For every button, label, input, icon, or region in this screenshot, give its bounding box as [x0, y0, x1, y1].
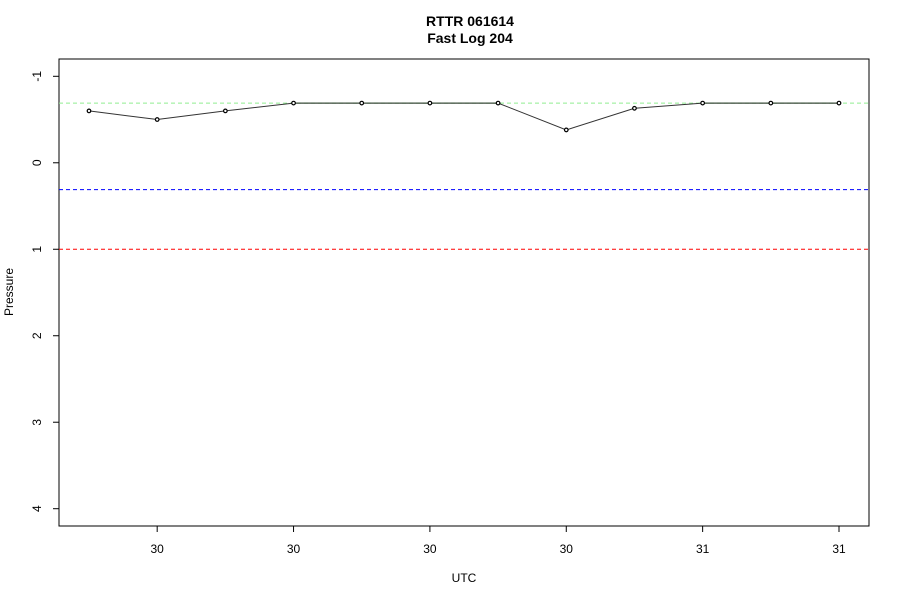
y-axis-label: Pressure — [2, 268, 16, 316]
data-point — [836, 100, 842, 106]
x-tick-label: 30 — [287, 542, 301, 556]
x-tick-label: 30 — [423, 542, 437, 556]
y-tick-label: 0 — [30, 159, 44, 166]
data-point — [222, 108, 228, 114]
data-point — [359, 100, 365, 106]
x-tick-label: 31 — [832, 542, 846, 556]
y-tick-label: 2 — [30, 332, 44, 339]
data-point — [495, 100, 501, 106]
x-axis-label: UTC — [452, 571, 477, 585]
plot-frame — [58, 58, 870, 527]
y-tick-label: 4 — [30, 505, 44, 512]
data-point — [632, 105, 637, 111]
data-point — [700, 100, 706, 106]
data-point — [86, 108, 92, 114]
data-point — [563, 127, 569, 133]
data-point — [154, 117, 160, 122]
data-point — [427, 100, 433, 106]
x-tick-label: 31 — [696, 542, 710, 556]
chart-subtitle: Fast Log 204 — [427, 30, 513, 46]
chart-title: RTTR 061614 — [426, 13, 514, 29]
y-tick-label: 1 — [30, 246, 44, 253]
y-tick-label: 3 — [30, 419, 44, 426]
data-point — [768, 100, 774, 106]
x-tick-label: 30 — [560, 542, 574, 556]
data-point — [291, 100, 296, 106]
x-tick-label: 30 — [151, 542, 165, 556]
y-tick-label: -1 — [30, 71, 44, 82]
series-line — [88, 102, 839, 131]
